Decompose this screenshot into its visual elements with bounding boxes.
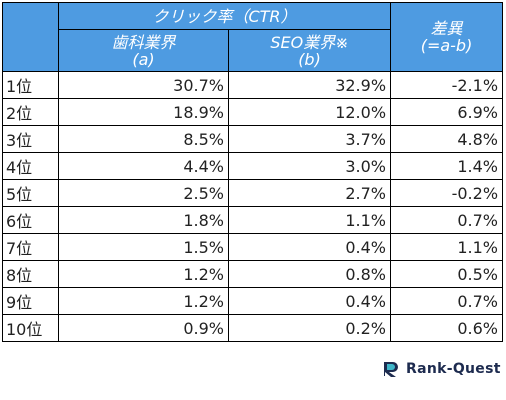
corner-cell	[2, 2, 59, 72]
table-row: 4位 4.4% 3.0% 1.4%	[2, 152, 504, 180]
header-cell: 差異 (=a-b)	[390, 2, 504, 72]
value-cell: 0.4%	[227, 233, 392, 261]
logo: Rank-Quest	[382, 360, 501, 378]
rank-cell: 5位	[2, 179, 59, 207]
rank-cell: 4位	[2, 152, 59, 180]
rank-cell: 2位	[2, 98, 59, 126]
rank-cell: 8位	[2, 260, 59, 288]
value-cell: 4.4%	[58, 152, 229, 180]
header-cell: クリック率（CTR）	[57, 2, 392, 30]
value-cell: 1.1%	[227, 206, 392, 234]
header-text: (a)	[132, 49, 155, 69]
rank-cell: 9位	[2, 287, 59, 315]
ctr-table: クリック率（CTR） 差異 (=a-b) 歯科業界 (a) SEO業界※ (b) 1位…	[2, 2, 504, 342]
value-cell: 0.2%	[227, 314, 392, 342]
value-cell: 2.5%	[58, 179, 229, 207]
rank-cell: 7位	[2, 233, 59, 261]
value-cell: 32.9%	[227, 71, 392, 99]
rank-cell: 1位	[2, 71, 59, 99]
value-cell: 3.0%	[227, 152, 392, 180]
table-row: 7位 1.5% 0.4% 1.1%	[2, 233, 504, 261]
value-cell: 0.5%	[390, 260, 504, 288]
value-cell: -0.2%	[390, 179, 504, 207]
value-cell: 0.9%	[58, 314, 229, 342]
rank-cell: 3位	[2, 125, 59, 153]
rank-cell: 10位	[2, 314, 59, 342]
header-text: (=a-b)	[420, 36, 473, 55]
header-row: 歯科業界 (a) SEO業界※ (b)	[3, 29, 503, 72]
value-cell: 0.7%	[390, 287, 504, 315]
value-cell: 0.8%	[227, 260, 392, 288]
value-cell: 0.4%	[227, 287, 392, 315]
header-text: 差異	[430, 19, 463, 38]
value-cell: 3.7%	[227, 125, 392, 153]
table-row: 10位 0.9% 0.2% 0.6%	[2, 314, 504, 342]
table-row: 6位 1.8% 1.1% 0.7%	[2, 206, 504, 234]
header-row: クリック率（CTR） 差異 (=a-b)	[2, 2, 504, 72]
header-cell: SEO業界※ (b)	[227, 29, 392, 72]
value-cell: 1.8%	[58, 206, 229, 234]
table-row: 9位 1.2% 0.4% 0.7%	[2, 287, 504, 315]
table-row: 3位 8.5% 3.7% 4.8%	[2, 125, 504, 153]
table-row: 2位 18.9% 12.0% 6.9%	[2, 98, 504, 126]
value-cell: 1.1%	[390, 233, 504, 261]
value-cell: 2.7%	[227, 179, 392, 207]
header-text: 歯科業界	[111, 32, 176, 52]
value-cell: 4.8%	[390, 125, 504, 153]
header-cell: 歯科業界 (a)	[58, 29, 229, 72]
table-row: 1位 30.7% 32.9% -2.1%	[2, 71, 504, 99]
rank-cell: 6位	[2, 206, 59, 234]
value-cell: 1.5%	[58, 233, 229, 261]
value-cell: 12.0%	[227, 98, 392, 126]
table-row: 8位 1.2% 0.8% 0.5%	[2, 260, 504, 288]
value-cell: -2.1%	[390, 71, 504, 99]
table-row: 5位 2.5% 2.7% -0.2%	[2, 179, 504, 207]
value-cell: 8.5%	[58, 125, 229, 153]
logo-icon	[384, 362, 398, 377]
value-cell: 1.4%	[390, 152, 504, 180]
value-cell: 1.2%	[58, 260, 229, 288]
header-text: SEO業界※	[270, 32, 349, 52]
value-cell: 30.7%	[58, 71, 229, 99]
logo-text: Rank-Quest	[406, 361, 501, 377]
header-text: (b)	[298, 49, 321, 69]
value-cell: 18.9%	[58, 98, 229, 126]
value-cell: 1.2%	[58, 287, 229, 315]
value-cell: 0.6%	[390, 314, 504, 342]
value-cell: 6.9%	[390, 98, 504, 126]
table-body: 1位 30.7% 32.9% -2.1% 2位 18.9% 12.0% 6.9% 3位 8.5% 3…	[2, 71, 504, 342]
value-cell: 0.7%	[390, 206, 504, 234]
